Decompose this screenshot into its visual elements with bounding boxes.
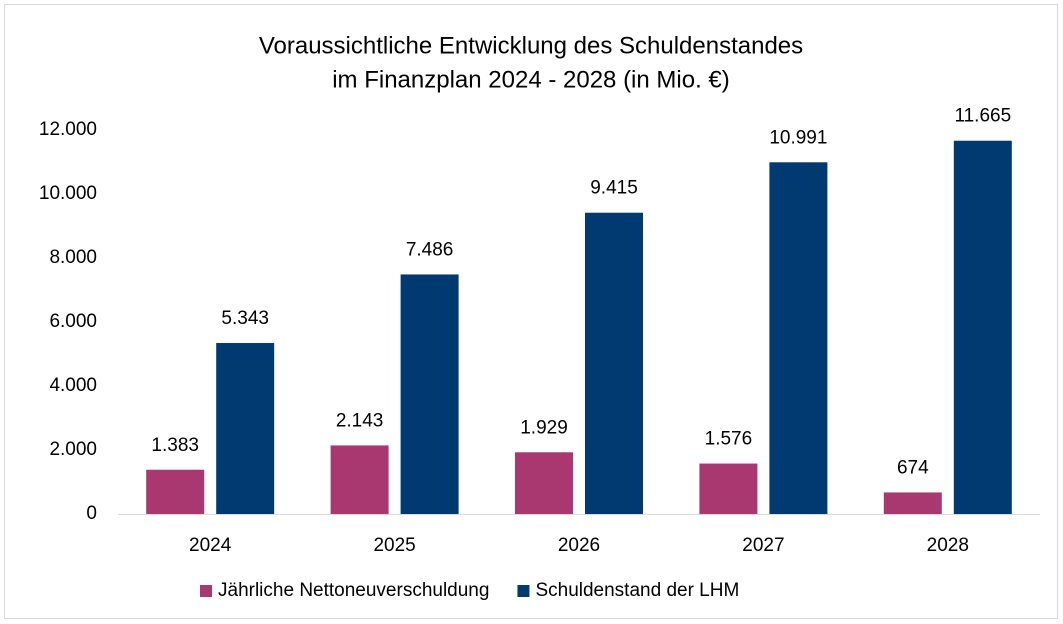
chart-border: [4, 4, 1058, 619]
data-label: 1.929: [520, 417, 568, 438]
bar: [769, 162, 828, 514]
legend-swatch: [517, 585, 530, 597]
bar: [400, 274, 459, 514]
bar: [699, 463, 758, 514]
x-tick-label: 2028: [927, 535, 969, 556]
data-label: 674: [897, 457, 929, 478]
y-tick-label: 2.000: [49, 439, 97, 460]
data-label: 1.576: [705, 429, 753, 450]
x-tick-label: 2024: [189, 535, 232, 556]
y-tick-label: 6.000: [49, 311, 97, 332]
y-tick-label: 10.000: [39, 183, 97, 204]
data-label: 9.415: [590, 178, 638, 199]
y-tick-label: 12.000: [39, 119, 97, 140]
y-tick-label: 8.000: [49, 247, 97, 268]
bar: [953, 140, 1012, 514]
data-label: 11.665: [954, 106, 1011, 127]
data-label: 5.343: [221, 308, 269, 329]
legend-label: Schuldenstand der LHM: [535, 580, 739, 601]
bar: [146, 469, 205, 514]
data-label: 7.486: [406, 239, 454, 260]
bar: [883, 492, 942, 514]
x-tick-label: 2026: [558, 535, 600, 556]
chart-title: im Finanzplan 2024 - 2028 (in Mio. €): [332, 66, 730, 93]
y-tick-label: 0: [86, 503, 97, 524]
bar: [515, 452, 573, 514]
data-label: 1.383: [151, 435, 199, 456]
x-tick-label: 2027: [742, 535, 784, 556]
bar: [216, 343, 275, 514]
legend-swatch: [200, 585, 212, 597]
bar: [585, 212, 643, 514]
chart-title: Voraussichtliche Entwicklung des Schulde…: [259, 32, 803, 59]
bar: [330, 445, 389, 514]
data-label: 2.143: [336, 410, 384, 431]
legend-label: Jährliche Nettoneuverschuldung: [218, 580, 489, 601]
y-tick-label: 4.000: [49, 375, 97, 396]
data-label: 10.991: [769, 127, 827, 148]
x-tick-label: 2025: [373, 535, 415, 556]
